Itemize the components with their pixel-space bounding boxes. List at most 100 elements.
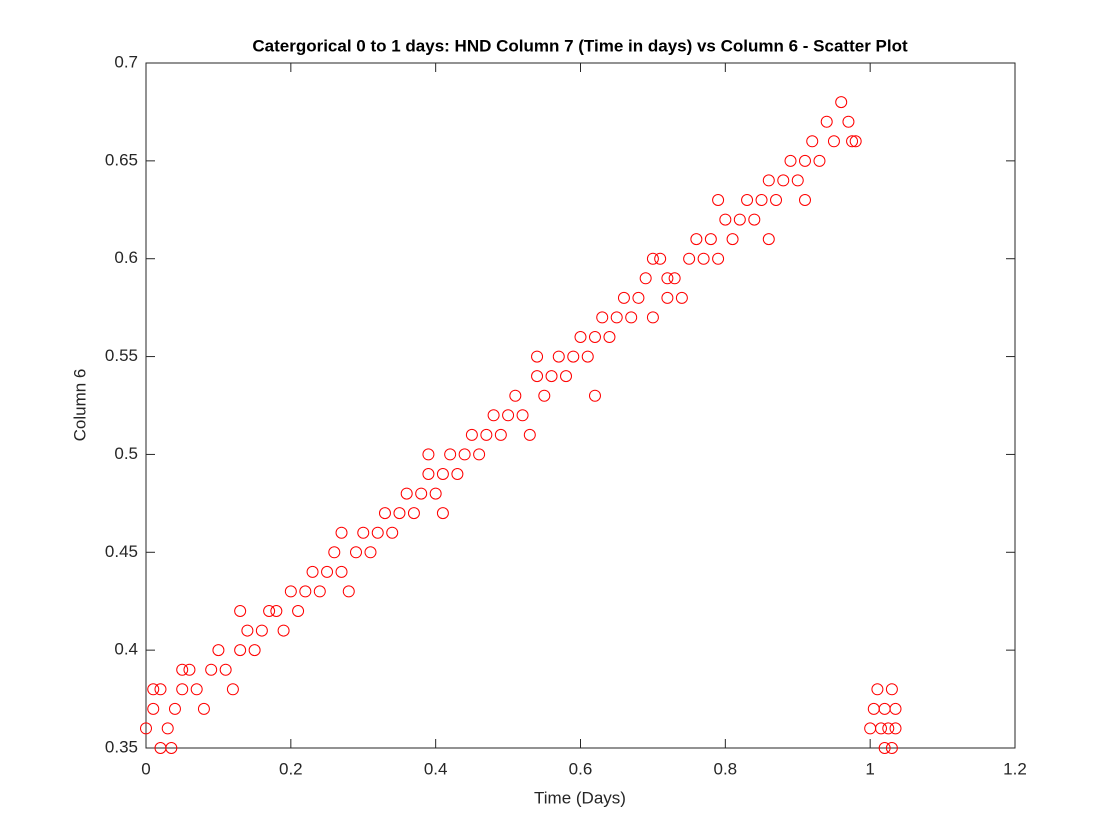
scatter-point (422, 468, 435, 480)
scatter-point (588, 331, 601, 343)
scatter-point (451, 468, 464, 480)
scatter-point (603, 331, 616, 343)
scatter-point (545, 370, 558, 383)
scatter-point (234, 644, 247, 657)
scatter-point (147, 702, 160, 715)
scatter-point (313, 585, 326, 598)
scatter-point (538, 389, 551, 402)
scatter-point (849, 135, 862, 148)
scatter-point (798, 154, 811, 167)
scatter-point (733, 213, 746, 226)
scatter-point (205, 663, 218, 676)
scatter-point (147, 683, 160, 696)
scatter-point (523, 428, 536, 441)
scatter-point (176, 683, 189, 696)
scatter-point (889, 702, 902, 715)
scatter-point (342, 585, 355, 598)
scatter-point (719, 213, 732, 226)
scatter-point (248, 644, 261, 657)
scatter-point (755, 194, 768, 206)
scatter-point (299, 585, 312, 598)
scatter-point (827, 135, 840, 148)
scatter-point (639, 272, 652, 285)
scatter-point (748, 213, 761, 226)
scatter-point (487, 409, 500, 422)
scatter-point (588, 389, 601, 402)
scatter-point (292, 605, 305, 617)
scatter-point (364, 546, 377, 559)
chart-title: Catergorical 0 to 1 days: HND Column 7 (… (252, 36, 908, 55)
scatter-point (777, 174, 790, 187)
scatter-point (567, 350, 580, 363)
y-tick-label: 0.5 (114, 444, 138, 463)
scatter-point (625, 311, 638, 324)
scatter-point (596, 311, 609, 324)
scatter-point (415, 487, 428, 500)
scatter-point (762, 174, 775, 187)
scatter-point (885, 742, 898, 754)
scatter-point (378, 507, 391, 520)
scatter-point (473, 448, 486, 461)
scatter-point (842, 115, 855, 128)
y-tick-label: 0.65 (105, 150, 138, 169)
x-tick-label: 1.2 (1003, 759, 1027, 778)
scatter-point (697, 252, 710, 265)
x-axis-label: Time (Days) (534, 788, 626, 807)
y-tick-label: 0.4 (114, 640, 138, 659)
scatter-point (610, 311, 623, 324)
scatter-point (444, 448, 457, 461)
scatter-point (168, 702, 181, 715)
scatter-point (871, 683, 884, 696)
scatter-point (393, 507, 406, 520)
scatter-point (277, 624, 290, 637)
scatter-point (675, 291, 688, 304)
scatter-point (784, 154, 797, 167)
scatter-point (234, 605, 247, 617)
scatter-point (140, 722, 152, 735)
y-tick-label: 0.45 (105, 542, 138, 561)
scatter-point (668, 272, 681, 285)
scatter-point (386, 526, 399, 539)
scatter-point (154, 683, 167, 696)
scatter-point (646, 252, 659, 265)
scatter-point (770, 194, 783, 206)
scatter-point (429, 487, 442, 500)
scatter-point (190, 683, 203, 696)
scatter-point (798, 194, 811, 206)
x-tick-label: 0.6 (569, 759, 593, 778)
scatter-point (480, 428, 493, 441)
scatter-point (617, 291, 630, 304)
scatter-point (183, 663, 196, 676)
scatter-point (465, 428, 478, 441)
scatter-point (458, 448, 471, 461)
scatter-point (875, 722, 888, 735)
scatter-point (263, 605, 276, 617)
y-tick-label: 0.35 (105, 737, 138, 756)
scatter-point (335, 526, 348, 539)
scatter-point (878, 742, 891, 754)
scatter-point (306, 565, 319, 578)
y-tick-label: 0.7 (114, 52, 138, 71)
scatter-point (820, 115, 833, 128)
scatter-point (726, 233, 739, 246)
x-tick-label: 0.4 (424, 759, 448, 778)
scatter-point (219, 663, 232, 676)
y-tick-label: 0.6 (114, 248, 138, 267)
scatter-point (889, 722, 902, 735)
scatter-point (835, 96, 848, 109)
scatter-point (226, 683, 239, 696)
y-tick-label: 0.55 (105, 346, 138, 365)
scatter-point (646, 311, 659, 324)
scatter-point (212, 644, 225, 657)
scatter-point (846, 135, 859, 148)
scatter-point (255, 624, 268, 637)
scatter-point (531, 370, 544, 383)
scatter-point (712, 252, 725, 265)
scatter-point (502, 409, 515, 422)
scatter-point (350, 546, 363, 559)
x-tick-label: 1 (865, 759, 874, 778)
scatter-point (882, 722, 895, 735)
scatter-point (885, 683, 898, 696)
